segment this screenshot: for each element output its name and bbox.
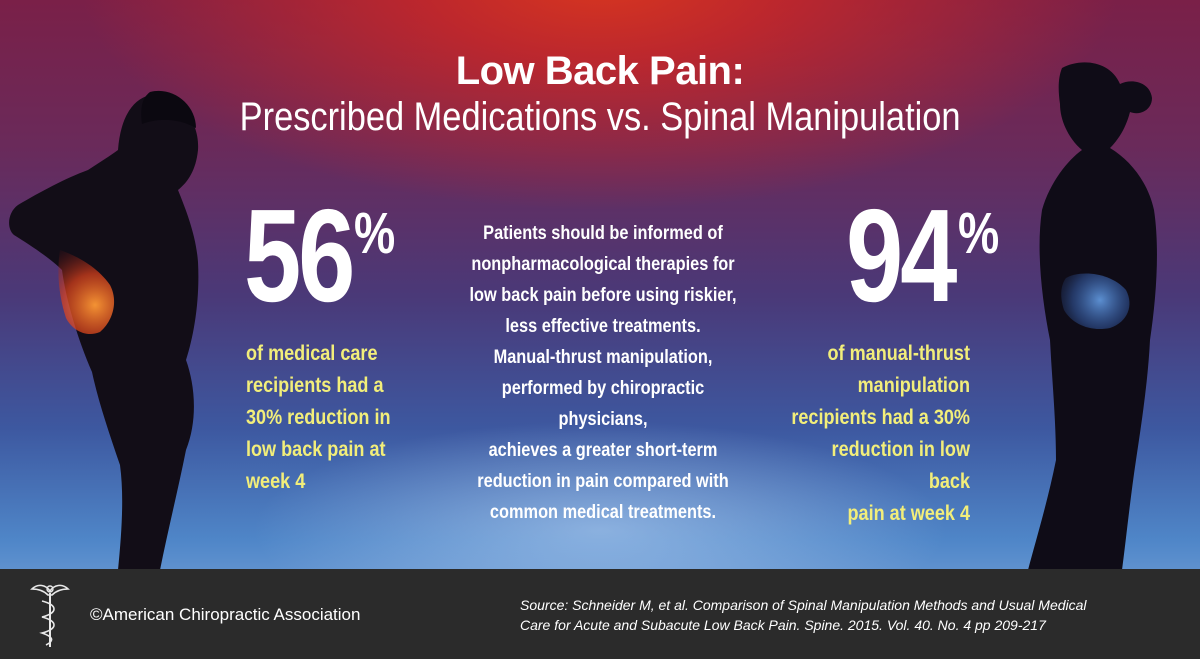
- center-line: Patients should be informed of: [483, 223, 723, 244]
- left-desc-line: of medical care: [246, 342, 378, 365]
- left-desc-line: week 4: [246, 470, 306, 493]
- left-stat: 56 %: [244, 182, 395, 329]
- center-line: common medical treatments.: [489, 502, 717, 523]
- center-line: performed by chiropractic physicians,: [501, 378, 705, 430]
- right-stat-unit: %: [958, 201, 1000, 266]
- title-line-2: Prescribed Medications vs. Spinal Manipu…: [239, 95, 961, 139]
- title: Low Back Pain: Prescribed Medications vs…: [0, 48, 1200, 140]
- right-desc-line: recipients had a 30%: [791, 406, 970, 429]
- source-line: Source: Schneider M, et al. Comparison o…: [520, 597, 1087, 613]
- center-line: less effective treatments.: [505, 316, 701, 337]
- center-line: nonpharmacological therapies for: [471, 254, 735, 275]
- right-stat-value: 94: [846, 182, 957, 329]
- left-stat-value: 56: [244, 182, 355, 329]
- center-line: reduction in pain compared with: [477, 471, 729, 492]
- center-line: achieves a greater short-term: [488, 440, 718, 461]
- copyright-text: ©American Chiropractic Association: [90, 605, 361, 624]
- right-stat: 94 %: [846, 182, 999, 329]
- caduceus-icon: [30, 584, 70, 647]
- woman-in-pain-silhouette: [9, 90, 199, 570]
- right-desc-line: manipulation: [857, 374, 970, 397]
- left-stat-description: of medical care recipients had a 30% red…: [246, 338, 446, 498]
- left-desc-line: recipients had a: [246, 374, 384, 397]
- left-desc-line: 30% reduction in: [246, 406, 391, 429]
- footer: ©American Chiropractic Association Sourc…: [0, 569, 1200, 659]
- right-desc-line: pain at week 4: [847, 502, 970, 525]
- left-desc-line: low back pain at: [246, 438, 386, 461]
- woman-relieved-silhouette: [1028, 62, 1157, 570]
- right-stat-description: of manual-thrust manipulation recipients…: [760, 338, 970, 530]
- source-line: Care for Acute and Subacute Low Back Pai…: [520, 617, 1046, 633]
- right-desc-line: reduction in low back: [831, 438, 970, 493]
- center-line: low back pain before using riskier,: [469, 285, 737, 306]
- center-line: Manual-thrust manipulation,: [493, 347, 713, 368]
- right-desc-line: of manual-thrust: [827, 342, 970, 365]
- left-stat-unit: %: [354, 201, 396, 266]
- center-statement: Patients should be informed of nonpharma…: [436, 218, 770, 528]
- title-line-1: Low Back Pain:: [455, 49, 745, 93]
- source-citation: Source: Schneider M, et al. Comparison o…: [520, 595, 1180, 635]
